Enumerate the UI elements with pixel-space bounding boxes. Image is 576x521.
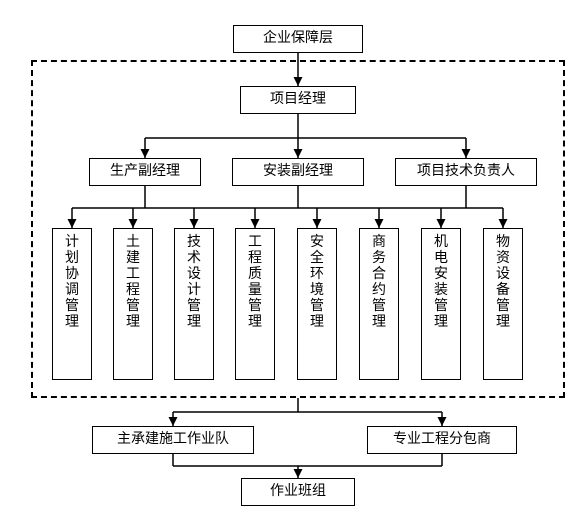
dept-char: 划	[65, 251, 79, 267]
dept-char: 协	[65, 267, 79, 283]
dept-char: 商	[372, 235, 386, 251]
dept-char: 程	[126, 283, 140, 299]
dept-char: 量	[248, 283, 262, 299]
dept-char: 环	[310, 267, 324, 283]
dept-civil: 土建工程管理	[113, 228, 153, 380]
node-label: 项目技术负责人	[417, 164, 515, 181]
node-label: 安装副经理	[263, 164, 333, 181]
dept-commercial: 商务合约管理	[359, 228, 399, 380]
dept-char: 建	[126, 251, 140, 267]
dept-char: 境	[310, 283, 324, 299]
dept-mep: 机电安装管理	[421, 228, 461, 380]
dept-char: 管	[434, 299, 448, 315]
node-subcontractor: 专业工程分包商	[367, 426, 517, 454]
dept-char: 理	[434, 315, 448, 331]
dept-char: 装	[434, 283, 448, 299]
dept-char: 理	[187, 315, 201, 331]
dept-char: 全	[310, 251, 324, 267]
dept-char: 安	[310, 235, 324, 251]
node-work-crew: 作业班组	[241, 478, 355, 506]
dept-char: 务	[372, 251, 386, 267]
dept-char: 质	[248, 267, 262, 283]
dept-char: 管	[126, 299, 140, 315]
node-technical-lead: 项目技术负责人	[395, 158, 537, 186]
node-label: 专业工程分包商	[393, 432, 491, 449]
dept-char: 备	[496, 283, 510, 299]
dept-char: 理	[248, 315, 262, 331]
dept-safety-env: 安全环境管理	[297, 228, 337, 380]
dept-char: 计	[65, 235, 79, 251]
dept-char: 设	[496, 267, 510, 283]
dept-char: 管	[310, 299, 324, 315]
dept-char: 调	[65, 283, 79, 299]
dept-char: 理	[65, 315, 79, 331]
dept-char: 合	[372, 267, 386, 283]
dept-char: 程	[248, 251, 262, 267]
dept-char: 电	[434, 251, 448, 267]
dept-char: 约	[372, 283, 386, 299]
dept-char: 工	[126, 267, 140, 283]
dept-char: 物	[496, 235, 510, 251]
dept-char: 术	[187, 251, 201, 267]
node-label: 项目经理	[270, 92, 326, 109]
dept-char: 管	[187, 299, 201, 315]
node-deputy-production: 生产副经理	[89, 158, 201, 186]
dept-char: 理	[310, 315, 324, 331]
dept-char: 管	[248, 299, 262, 315]
dept-tech-design: 技术设计管理	[174, 228, 214, 380]
node-label: 作业班组	[270, 484, 326, 501]
node-enterprise-support: 企业保障层	[233, 25, 363, 53]
node-main-construction-team: 主承建施工作业队	[92, 426, 254, 454]
dept-char: 理	[372, 315, 386, 331]
node-label: 主承建施工作业队	[117, 432, 229, 449]
dept-char: 管	[65, 299, 79, 315]
node-deputy-installation: 安装副经理	[232, 158, 364, 186]
dept-char: 理	[496, 315, 510, 331]
dept-char: 土	[126, 235, 140, 251]
node-project-manager: 项目经理	[240, 86, 356, 114]
dept-char: 技	[187, 235, 201, 251]
dept-char: 机	[434, 235, 448, 251]
dept-char: 管	[496, 299, 510, 315]
dept-char: 理	[126, 315, 140, 331]
dept-plan-coord: 计划协调管理	[52, 228, 92, 380]
dept-materials: 物资设备管理	[483, 228, 523, 380]
dept-char: 资	[496, 251, 510, 267]
dept-char: 管	[372, 299, 386, 315]
dept-char: 安	[434, 267, 448, 283]
dept-char: 设	[187, 267, 201, 283]
node-label: 企业保障层	[263, 31, 333, 48]
org-flowchart: 企业保障层 项目经理 生产副经理 安装副经理 项目技术负责人 计划协调管理 土建…	[10, 10, 566, 511]
node-label: 生产副经理	[110, 164, 180, 181]
dept-char: 工	[248, 235, 262, 251]
dept-char: 计	[187, 283, 201, 299]
dept-quality: 工程质量管理	[235, 228, 275, 380]
